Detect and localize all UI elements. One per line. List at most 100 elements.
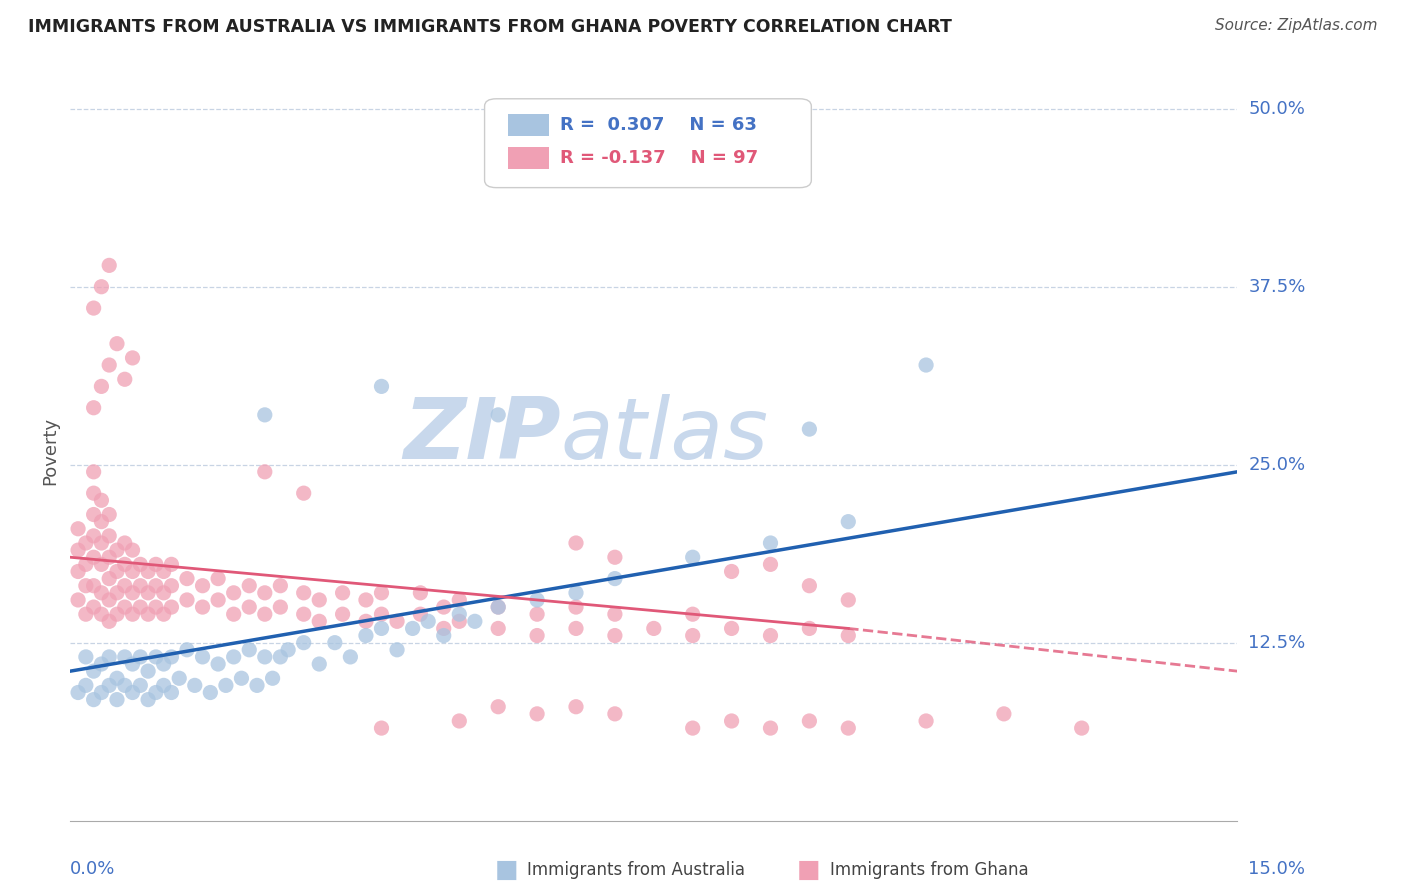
Point <box>409 586 432 600</box>
Point <box>759 628 782 642</box>
Point <box>526 706 548 721</box>
Point <box>837 515 859 529</box>
Point <box>90 279 112 293</box>
Point <box>323 635 346 649</box>
Point <box>152 678 174 692</box>
Point <box>603 572 626 586</box>
Point <box>145 579 167 593</box>
Point <box>105 565 128 579</box>
Text: 50.0%: 50.0% <box>1249 100 1305 118</box>
Point <box>370 721 392 735</box>
Point <box>145 558 167 572</box>
Point <box>449 593 471 607</box>
Point <box>114 678 136 692</box>
Point <box>720 622 742 636</box>
Point <box>105 692 128 706</box>
Point <box>129 558 152 572</box>
Text: 12.5%: 12.5% <box>1249 633 1306 652</box>
Point <box>176 642 198 657</box>
Point <box>67 593 90 607</box>
Point <box>238 600 260 615</box>
Point <box>121 351 143 365</box>
Point <box>98 593 121 607</box>
Point <box>75 649 97 664</box>
Point <box>90 536 112 550</box>
Bar <box>508 147 548 169</box>
Point <box>277 642 299 657</box>
Point <box>409 607 432 622</box>
Point <box>837 628 859 642</box>
Text: Immigrants from Australia: Immigrants from Australia <box>527 861 745 879</box>
Point <box>292 486 315 500</box>
Point <box>682 550 704 565</box>
Point <box>354 615 377 629</box>
Point <box>759 558 782 572</box>
Point <box>526 607 548 622</box>
Point <box>253 586 276 600</box>
Point <box>167 671 190 685</box>
Bar <box>508 113 548 136</box>
Point <box>152 565 174 579</box>
Point <box>385 615 408 629</box>
Point <box>83 529 105 543</box>
Point <box>603 607 626 622</box>
Point <box>526 628 548 642</box>
Point <box>145 649 167 664</box>
Point <box>83 301 105 315</box>
Point <box>90 493 112 508</box>
Point <box>67 565 90 579</box>
Point <box>449 607 471 622</box>
Point <box>176 593 198 607</box>
Point <box>433 600 456 615</box>
Point <box>191 649 214 664</box>
Text: ■: ■ <box>495 858 517 881</box>
Point <box>129 600 152 615</box>
Point <box>136 664 159 678</box>
Point <box>121 543 143 558</box>
Point <box>720 565 742 579</box>
Point <box>98 529 121 543</box>
Point <box>207 593 229 607</box>
Point <box>799 714 821 728</box>
Text: 25.0%: 25.0% <box>1249 456 1306 474</box>
Point <box>67 685 90 699</box>
Point <box>145 685 167 699</box>
Point <box>160 558 183 572</box>
Text: R = -0.137    N = 97: R = -0.137 N = 97 <box>561 149 759 167</box>
Point <box>253 465 276 479</box>
Point <box>160 600 183 615</box>
Point <box>114 579 136 593</box>
Text: IMMIGRANTS FROM AUSTRALIA VS IMMIGRANTS FROM GHANA POVERTY CORRELATION CHART: IMMIGRANTS FROM AUSTRALIA VS IMMIGRANTS … <box>28 18 952 36</box>
Point <box>222 607 245 622</box>
Point <box>449 615 471 629</box>
Point <box>486 408 509 422</box>
Point <box>308 657 330 671</box>
Point <box>603 706 626 721</box>
Point <box>370 586 392 600</box>
Point <box>332 607 354 622</box>
Point <box>292 635 315 649</box>
Point <box>67 522 90 536</box>
Point <box>75 579 97 593</box>
Point <box>799 579 821 593</box>
Point <box>215 678 238 692</box>
Point <box>83 508 105 522</box>
Point <box>105 671 128 685</box>
Point <box>231 671 253 685</box>
Point <box>83 664 105 678</box>
Point <box>83 579 105 593</box>
Point <box>121 657 143 671</box>
Point <box>370 622 392 636</box>
Point <box>136 565 159 579</box>
Point <box>486 600 509 615</box>
Point <box>207 657 229 671</box>
Point <box>114 649 136 664</box>
Point <box>682 721 704 735</box>
Point <box>129 678 152 692</box>
Point <box>799 622 821 636</box>
Point <box>98 508 121 522</box>
Point <box>262 671 284 685</box>
Point <box>114 600 136 615</box>
Point <box>269 600 291 615</box>
Point <box>401 622 423 636</box>
